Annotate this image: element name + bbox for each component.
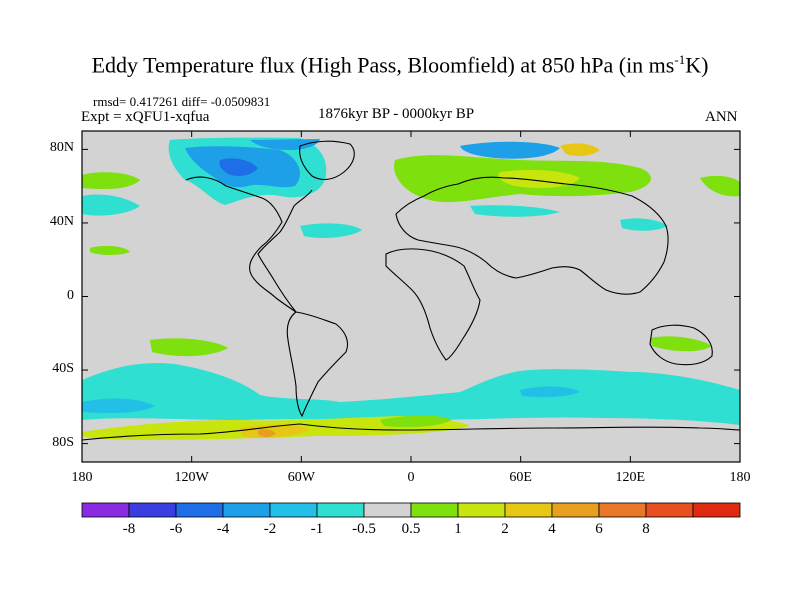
colorbar-swatch [222,502,271,518]
colorbar-swatch [269,502,318,518]
colorbar-tick-label: 4 [548,521,556,537]
longitude-tick-marks [81,131,741,462]
colorbar-swatch [551,502,600,518]
lon-tick-label: 120E [615,470,646,485]
lat-tick-label: 80N [49,140,74,156]
anomaly-region-greenland-north [250,139,320,150]
anomaly-region-north-pacific-negative [82,194,140,216]
season-label: ANN [705,109,738,125]
anomaly-region-atlantic-negative [300,223,362,238]
anomaly-region-southern-ocean-west [82,398,155,414]
anomaly-region-antarctic-strong [240,424,310,438]
lat-tick-label: 40S [52,361,74,377]
colorbar-tick-label: -2 [263,521,277,537]
colorbar-swatch [81,502,130,518]
anomaly-region-arctic-ocean-positive [560,143,600,157]
anomaly-region-south-pacific-positive [150,338,228,357]
title-unit-superscript: -1 [674,52,686,67]
anomaly-region-east-asia-positive [700,175,740,197]
colorbar-swatch [692,502,741,518]
anomaly-region-canada-strongest [219,158,258,176]
coastline-greenland [299,140,355,181]
colorbar-tick-label: 0.5 [401,521,421,537]
colorbar-tick-label: -8 [122,521,136,537]
colorbar-swatch [457,502,506,518]
colorbar-swatch [410,502,459,518]
anomaly-region-asia-pacific-negative [620,218,668,231]
colorbar-swatch [645,502,694,518]
colorbar-tick-label: 6 [595,521,603,537]
lon-tick-label: 0 [407,470,415,485]
lat-tick-label: 0 [67,287,74,303]
colorbar-tick-label: -1 [310,521,324,537]
colorbar-tick-label: 1 [454,521,462,537]
anomaly-region-australia-positive [650,336,712,352]
colorbar [81,502,741,518]
anomaly-region-scandinavia-negative [460,141,560,159]
colorbar-swatch [175,502,224,518]
anomaly-region-antarctic-east [380,415,452,428]
anomaly-region-subtropical-pacific-positive [90,245,130,255]
colorbar-tick-label: -4 [216,521,230,537]
colorbar-tick-label: -0.5 [352,521,376,537]
map-title: Eddy Temperature flux (High Pass, Bloomf… [0,52,800,78]
coastlines [82,140,740,441]
coastline-australia [649,324,713,366]
anomaly-region-east-asia-negative [470,205,560,217]
colorbar-swatch [316,502,365,518]
experiment-label: Expt = xQFU1-xqfua [81,109,210,125]
lon-tick-label: 180 [729,470,751,485]
anomaly-region-north-pacific-positive [82,172,140,190]
lat-tick-label: 40N [49,213,74,229]
lon-tick-label: 120W [174,470,209,485]
anomaly-region-southern-ocean-east [520,386,580,398]
latitude-tick-marks [82,148,740,445]
lon-tick-label: 60E [509,470,532,485]
period-label: 1876kyr BP - 0000kyr BP [318,106,475,122]
stats-line: rmsd= 0.417261 diff= -0.0509831 [93,94,271,109]
title-unit-tail: K) [685,52,709,78]
coastline-antarctica [82,423,740,441]
colorbar-tick-label: -6 [169,521,183,537]
colorbar-tick-label: 2 [501,521,509,537]
colorbar-tick-label: 8 [642,521,650,537]
lat-tick-label: 80S [52,434,74,450]
lon-tick-label: 180 [71,470,93,485]
colorbar-swatch [504,502,553,518]
colorbar-swatch [598,502,647,518]
colorbar-swatch [363,502,412,518]
map-panel [81,130,741,463]
coastline-south-america [286,311,349,418]
title-main: Eddy Temperature flux (High Pass, Bloomf… [91,52,675,78]
coastline-north-america [185,176,313,313]
anomaly-region-antarctic-peninsula [258,429,276,437]
colorbar-swatch [128,502,177,518]
coastline-europe-africa [385,248,481,361]
anomaly-region-southern-ocean-band [82,362,740,425]
lon-tick-label: 60W [287,470,315,485]
coastline-eurasia [395,176,669,295]
